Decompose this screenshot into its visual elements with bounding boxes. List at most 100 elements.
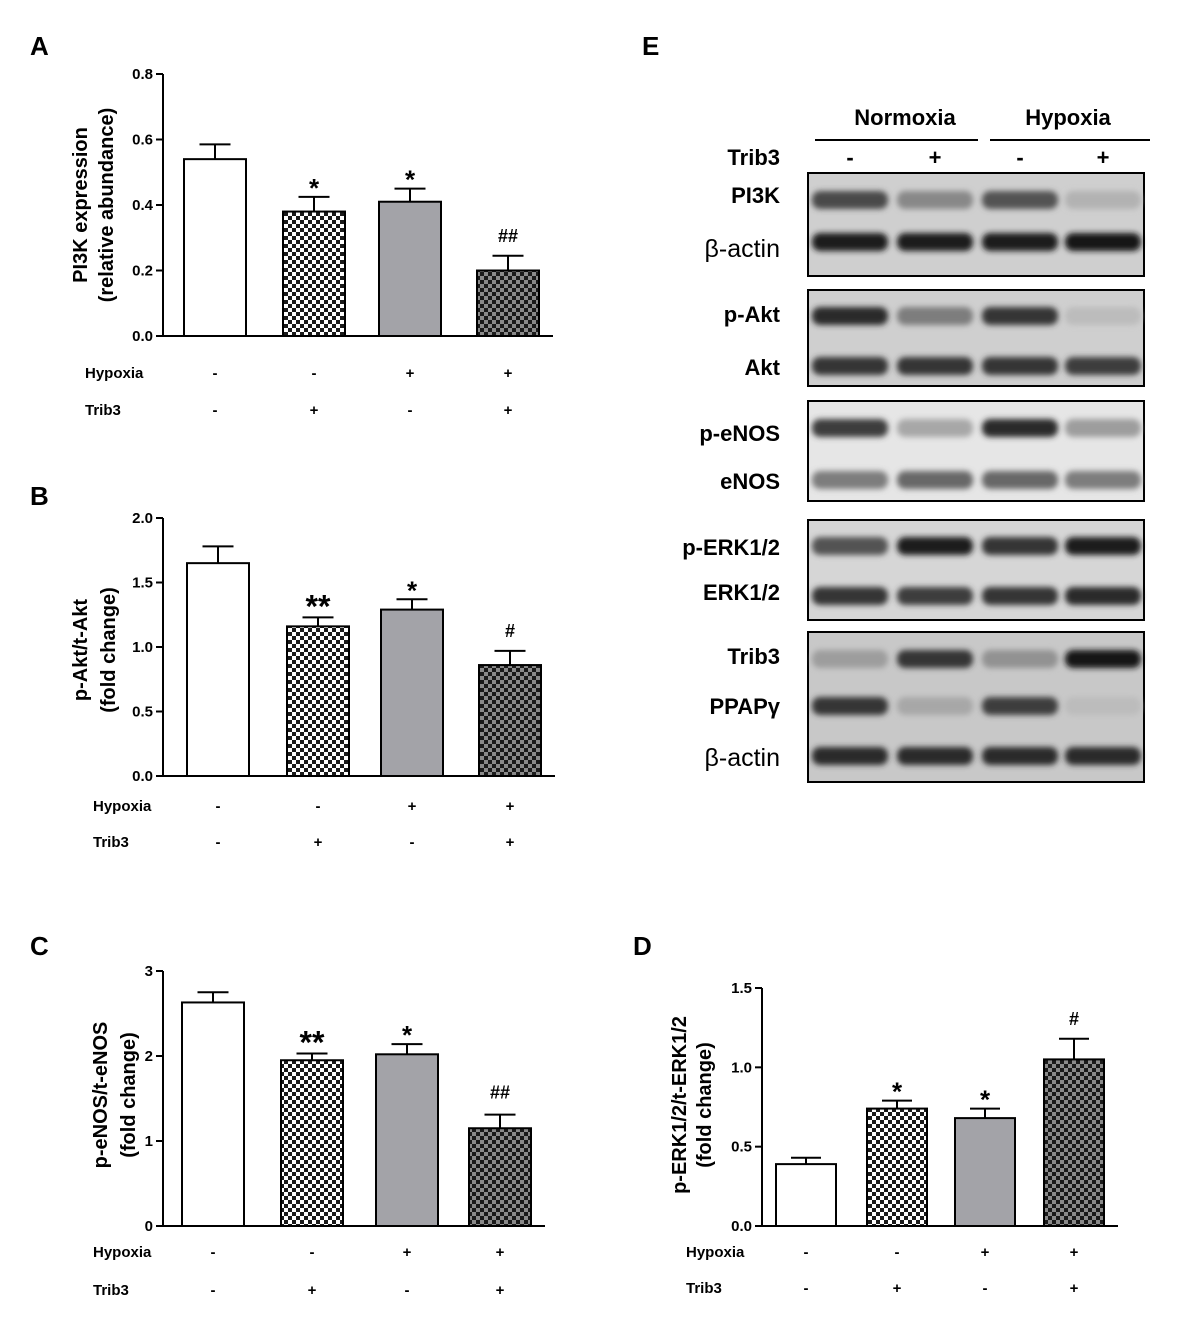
y-tick-label: 1.5 [731,980,752,997]
y-axis-label: (relative abundance) [96,108,118,303]
blot-band [812,307,888,325]
panel-letter-b: B [30,481,49,511]
blot-band [1065,357,1141,375]
condition-label: Hypoxia [93,1244,152,1261]
blot-band [982,537,1058,555]
chart-d: 0.0 0.5 1.0 1.5 p-ERK1/2/t-ERK1/2 (fold chang… [669,980,1118,1297]
panel-d: D 0.0 0.5 1.0 1.5 p-ERK1/2/t-ERK1/2 (fold cha… [633,931,1118,1297]
y-axis-label: p-eNOS/t-eNOS [90,1022,112,1169]
condition-sign: - [316,798,321,815]
bar [476,269,540,337]
chart-b: 0.0 0.5 1.0 1.5 2.0 p-Akt/t-Akt (fold change) *… [70,510,555,851]
band-label: PI3K [731,183,780,208]
y-tick-label: 0.4 [132,197,154,214]
y-tick-label: 1.5 [132,575,153,592]
trib3-signs: - + - + [846,145,1109,170]
band-label: Akt [745,355,781,380]
bar [468,1127,532,1227]
bar [186,562,250,778]
y-tick-label: 0.5 [731,1139,752,1156]
y-axis-label: (fold change) [694,1042,716,1168]
bar [378,200,442,337]
condition-sign: - [211,1244,216,1261]
condition-sign: + [408,798,417,815]
condition-sign: - [216,834,221,851]
blot-band [982,747,1058,765]
y-axis-label: PI3K expression [70,127,92,283]
condition-sign: - [213,402,218,419]
bar [954,1117,1016,1228]
band-label: β-actin [704,235,780,263]
condition-sign: + [504,402,513,419]
y-tick-label: 0.0 [132,768,153,785]
condition-label: Hypoxia [686,1244,745,1261]
condition-sign: + [506,834,515,851]
significance-label: ## [490,1083,510,1103]
condition-sign: - [410,834,415,851]
y-tick-label: 0.5 [132,704,153,721]
blot-band [812,233,888,251]
condition-sign: - [408,402,413,419]
band-label: p-Akt [724,302,781,327]
blot-band [1065,471,1141,489]
y-tick-label: 1.0 [731,1059,752,1076]
blot-band [897,537,973,555]
bar [866,1107,928,1227]
band-label: β-actin [704,744,780,772]
group-label-normoxia: Normoxia [854,105,956,130]
condition-sign: + [496,1244,505,1261]
condition-sign: + [314,834,323,851]
condition-sign: + [504,365,513,382]
y-axis-label: (fold change) [118,1032,140,1158]
trib3-sign: - [1016,145,1023,170]
blot-band [812,191,888,209]
y-axis-label: p-Akt/t-Akt [70,599,92,702]
condition-sign: + [1070,1244,1079,1261]
bar [478,664,542,777]
bar [1043,1058,1105,1228]
blot-band [897,650,973,668]
bar [286,625,350,777]
band-label: PPAPγ [709,694,780,719]
blot-band [982,650,1058,668]
condition-sign: + [893,1280,902,1297]
blot-band [982,419,1058,437]
condition-sign: + [406,365,415,382]
panel-a: A 0.0 0.2 0.4 0.6 0.8 PI3K expression (relativ… [30,31,553,419]
condition-sign: - [804,1244,809,1261]
blot-band [982,307,1058,325]
condition-sign: - [213,365,218,382]
condition-sign: - [804,1280,809,1297]
trib3-sign: + [929,145,942,170]
band-label: Trib3 [727,644,780,669]
y-tick-label: 0.0 [132,328,153,345]
blot-band [1065,233,1141,251]
blot-band [1065,537,1141,555]
blot-band [982,357,1058,375]
bar [280,1059,344,1227]
bar [380,608,444,778]
band-label: p-eNOS [699,421,780,446]
condition-label: Trib3 [93,1282,129,1299]
band-label: eNOS [720,469,780,494]
blot-band [982,471,1058,489]
condition-label: Trib3 [686,1280,722,1297]
y-axis-label: p-ERK1/2/t-ERK1/2 [669,1016,691,1194]
condition-sign: - [211,1282,216,1299]
condition-sign: + [403,1244,412,1261]
significance-label: ** [306,588,331,624]
significance-label: ** [300,1024,325,1060]
blot-band [1065,419,1141,437]
band-label: ERK1/2 [703,580,780,605]
condition-sign: + [981,1244,990,1261]
blot-band [812,747,888,765]
condition-sign: + [1070,1280,1079,1297]
significance-label: * [402,1020,413,1050]
blot-band [897,357,973,375]
condition-label: Trib3 [93,834,129,851]
significance-label: * [980,1085,991,1115]
blot-band [812,471,888,489]
blot-band [812,697,888,715]
y-tick-label: 2 [145,1048,153,1065]
